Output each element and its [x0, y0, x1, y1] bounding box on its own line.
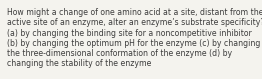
Text: active site of an enzyme, alter an enzyme’s substrate specificity?: active site of an enzyme, alter an enzym…	[7, 18, 262, 27]
Text: the three-dimensional conformation of the enzyme (d) by: the three-dimensional conformation of th…	[7, 49, 232, 58]
Text: (a) by changing the binding site for a noncompetitive inhibitor: (a) by changing the binding site for a n…	[7, 29, 252, 38]
Text: (b) by changing the optimum pH for the enzyme (c) by changing: (b) by changing the optimum pH for the e…	[7, 39, 260, 48]
Text: How might a change of one amino acid at a site, distant from the: How might a change of one amino acid at …	[7, 8, 262, 17]
Text: changing the stability of the enzyme: changing the stability of the enzyme	[7, 59, 151, 68]
